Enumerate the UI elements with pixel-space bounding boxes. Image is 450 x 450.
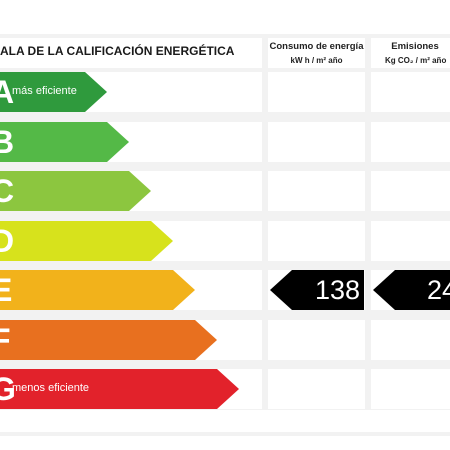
rating-bar-e: E	[0, 270, 195, 310]
energy-value: 138	[314, 275, 360, 305]
scale-title: ALA DE LA CALIFICACIÓN ENERGÉTICA	[0, 44, 235, 58]
emissions-value: 24	[427, 275, 450, 305]
energy-cell	[268, 221, 365, 261]
energy-column-header: Consumo de energía kW h / m² año	[268, 40, 365, 67]
rating-letter: D	[0, 223, 15, 259]
rating-label: más eficiente	[12, 85, 77, 97]
header-emissions-cell	[371, 38, 450, 68]
emissions-column-unit: Kg CO₂ / m² año	[385, 56, 447, 65]
rating-letter: B	[0, 124, 15, 160]
emissions-cell	[371, 171, 450, 211]
energy-cell	[268, 72, 365, 112]
emissions-cell	[371, 72, 450, 112]
bottom-strip-cell	[0, 436, 450, 450]
energy-cell	[268, 171, 365, 211]
energy-cell	[268, 122, 365, 162]
rating-bar-b: B	[0, 122, 129, 162]
emissions-cell	[371, 122, 450, 162]
emissions-cell	[371, 320, 450, 360]
emissions-cell	[371, 369, 450, 409]
energy-column-unit: kW h / m² año	[290, 56, 343, 65]
rating-letter: C	[0, 173, 15, 209]
energy-cell	[268, 369, 365, 409]
energy-value-arrow: 138	[270, 270, 364, 310]
rating-bar-f: F	[0, 320, 217, 360]
rating-letter: A	[0, 74, 15, 110]
rating-label: menos eficiente	[12, 382, 90, 394]
rating-bar-c: C	[0, 171, 151, 211]
header-title-cell	[0, 38, 262, 68]
rating-letter: G	[0, 371, 16, 407]
emissions-column-title: Emisiones	[391, 41, 439, 52]
rating-bar-d: D	[0, 221, 173, 261]
emissions-column-header: Emisiones Kg CO₂ / m² año	[385, 40, 447, 67]
energy-column-title: Consumo de energía	[269, 41, 364, 52]
rating-letter: E	[0, 272, 13, 308]
header-energy-cell	[268, 38, 365, 68]
energy-cell	[268, 320, 365, 360]
emissions-cell	[371, 221, 450, 261]
rating-letter: F	[0, 322, 11, 358]
